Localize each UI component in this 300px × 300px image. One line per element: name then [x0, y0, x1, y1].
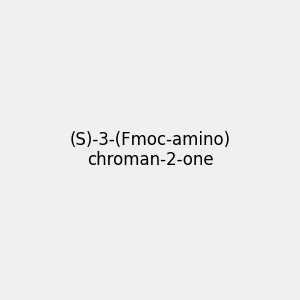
Text: (S)-3-(Fmoc-amino)
chroman-2-one: (S)-3-(Fmoc-amino) chroman-2-one — [69, 130, 231, 170]
